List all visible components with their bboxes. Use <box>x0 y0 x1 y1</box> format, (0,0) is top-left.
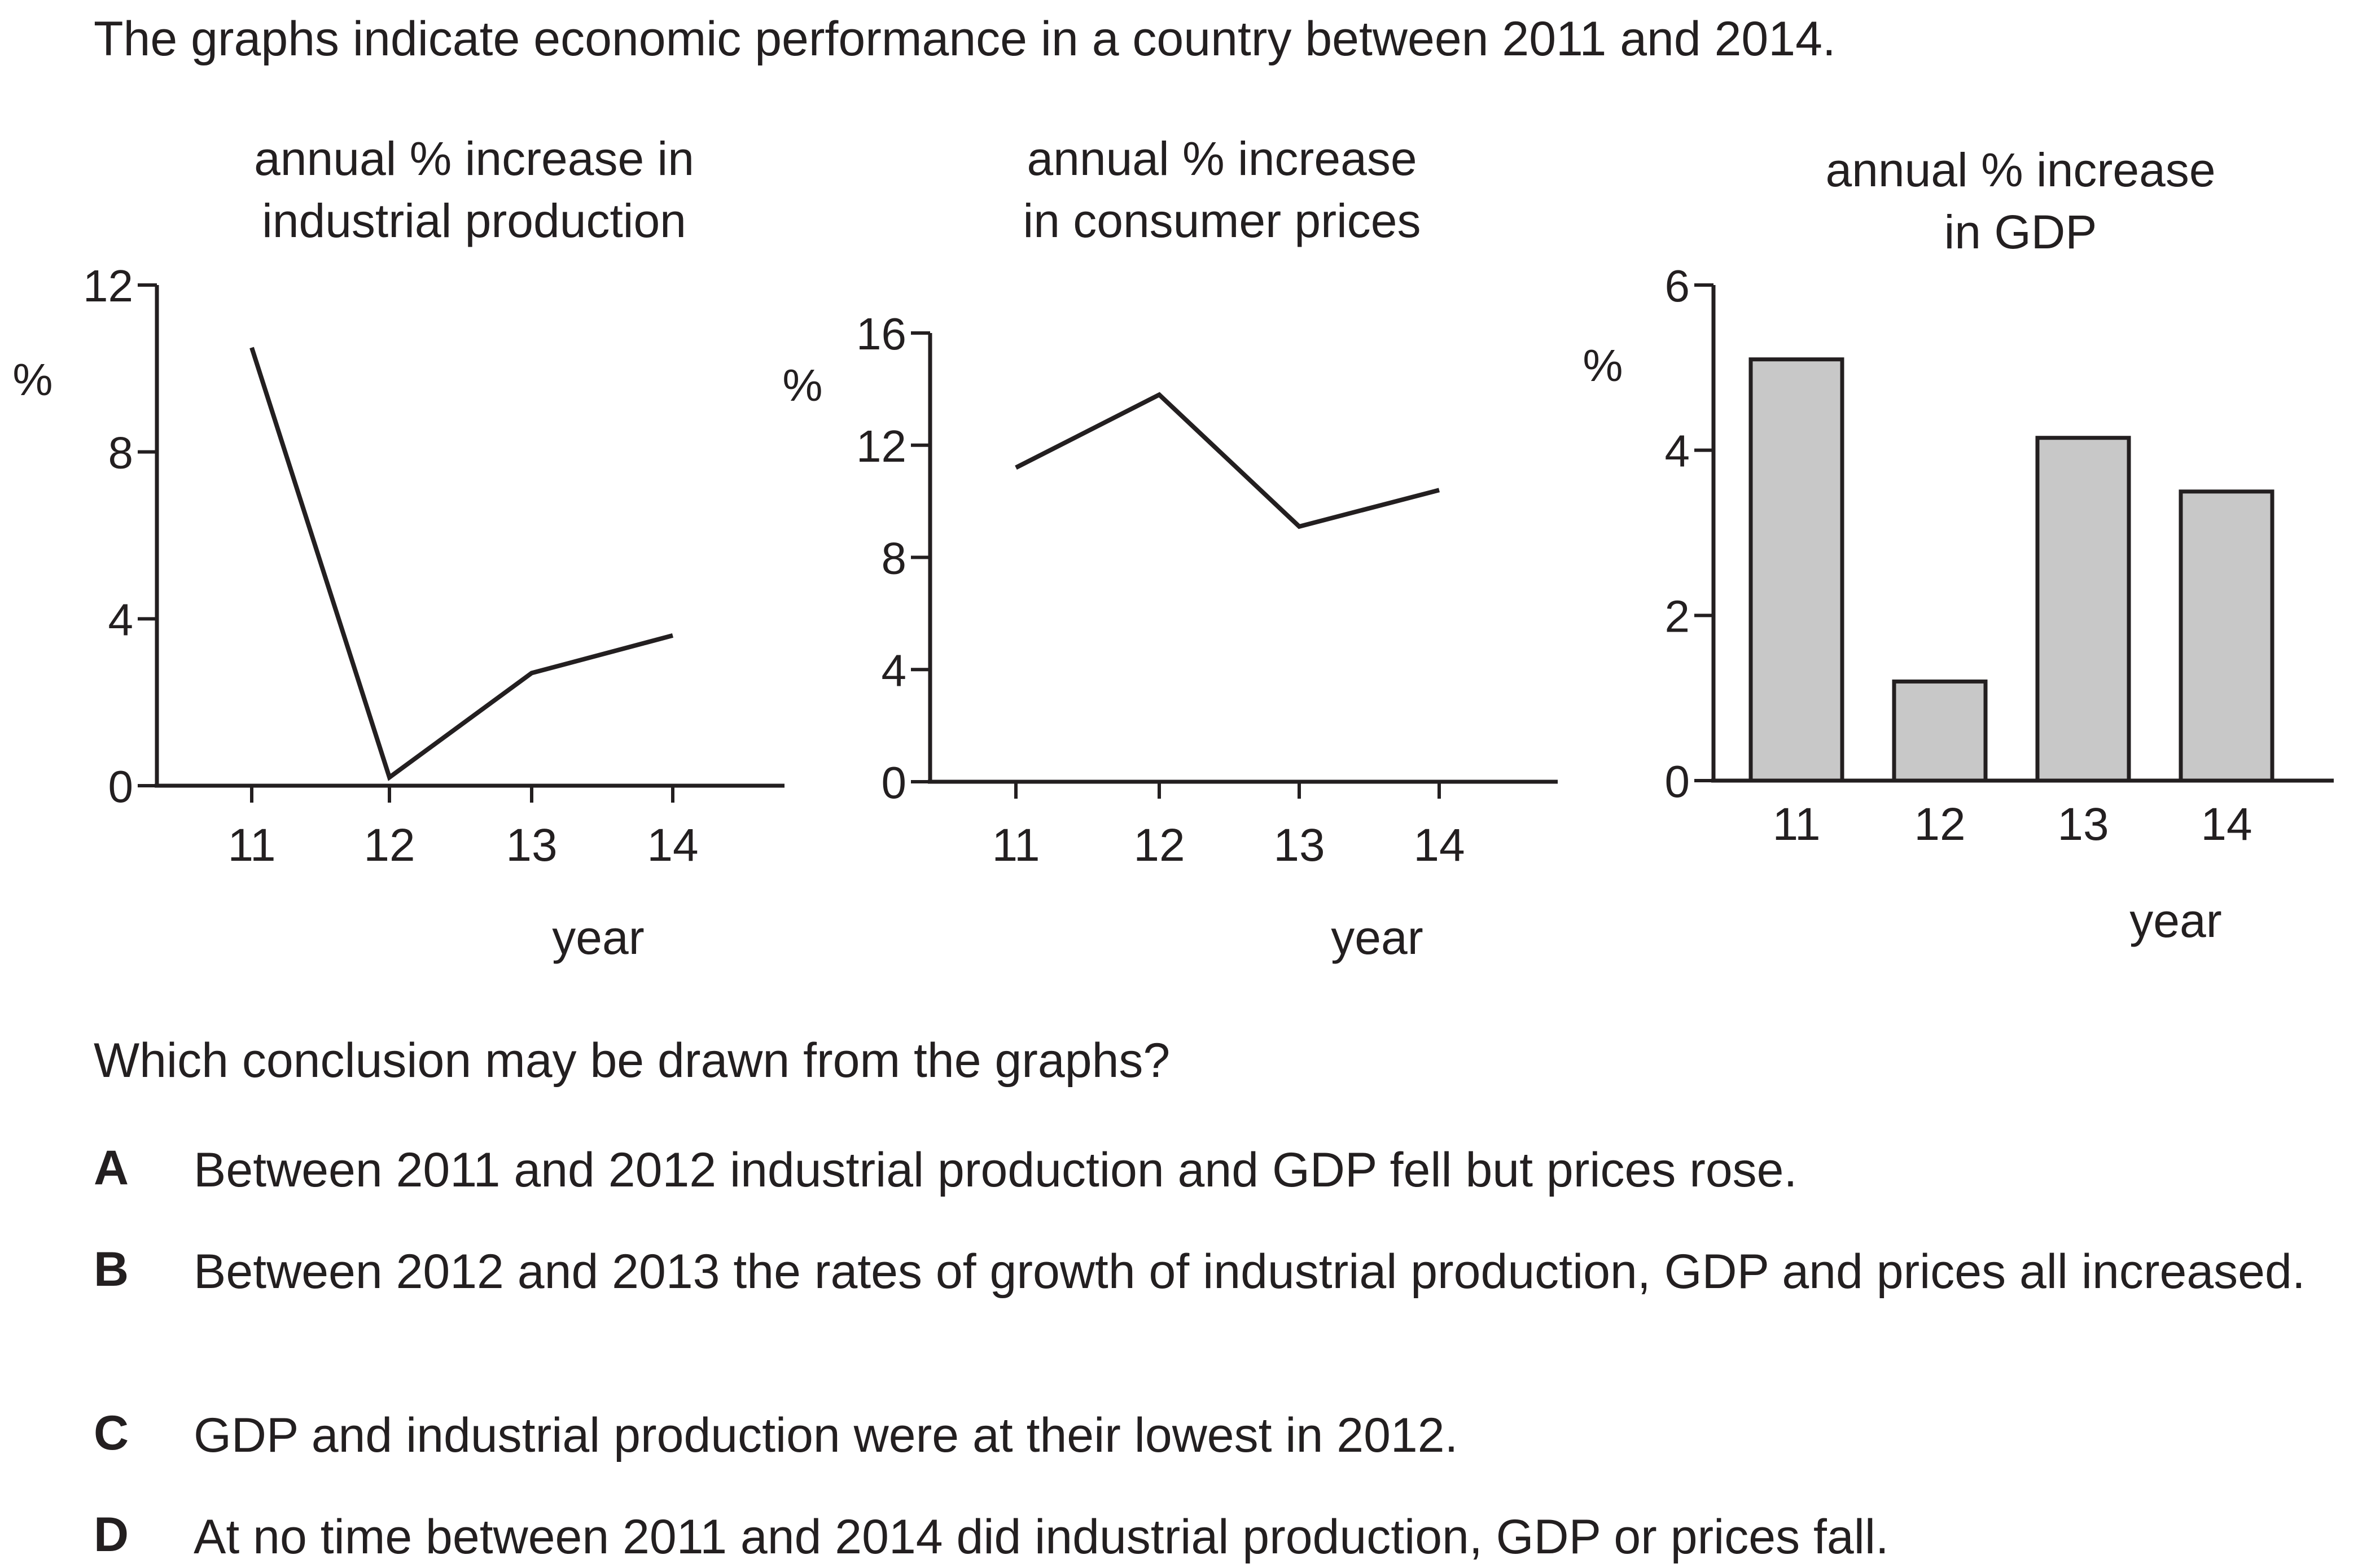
y-tick-label: 4 <box>882 645 907 695</box>
option-d-text: At no time between 2011 and 2014 did ind… <box>194 1507 2355 1568</box>
y-axis-label: % <box>782 360 822 410</box>
chart-title-line: annual % increase <box>1027 132 1417 185</box>
series-line <box>252 348 673 777</box>
y-tick-label: 0 <box>882 757 907 808</box>
y-tick-label: 16 <box>856 309 906 359</box>
x-tick-label: 14 <box>647 820 698 871</box>
gdp-bar <box>1894 681 1986 781</box>
x-tick-label: 12 <box>1914 799 1965 850</box>
chart-title-line: industrial production <box>262 194 686 247</box>
y-tick-label: 8 <box>108 428 134 478</box>
x-axis-label: year <box>2129 894 2221 947</box>
x-tick-label: 11 <box>227 820 275 871</box>
gdp-bar <box>2181 492 2272 781</box>
consumer-prices-chart: annual % increase in consumer prices% year… <box>782 132 1558 964</box>
y-tick-label: 6 <box>1665 261 1690 311</box>
option-a-text: Between 2011 and 2012 industrial product… <box>194 1140 2355 1201</box>
x-axis-label: year <box>1331 911 1423 964</box>
x-tick-label: 14 <box>1413 820 1465 871</box>
gdp-bar <box>1751 360 1842 781</box>
charts: annual % increase in industrial productio… <box>0 0 2371 1005</box>
gdp-chart: annual % increase in GDP% year 0 2 4 6 11 12 13 14 <box>1583 143 2334 947</box>
y-tick-label: 12 <box>83 261 133 311</box>
y-tick-label: 12 <box>856 421 906 471</box>
option-a-letter: A <box>94 1140 129 1196</box>
option-b-letter: B <box>94 1242 129 1298</box>
option-b-text: Between 2012 and 2013 the rates of growt… <box>194 1242 2355 1303</box>
y-axis-label: % <box>12 354 52 405</box>
option-c-letter: C <box>94 1405 129 1461</box>
question-text: Which conclusion may be drawn from the g… <box>94 1033 1170 1089</box>
y-tick-label: 2 <box>1665 591 1690 641</box>
series-line <box>1016 395 1439 527</box>
chart-title-line: in consumer prices <box>1023 194 1421 247</box>
gdp-bar <box>2037 438 2129 781</box>
chart-title-line: in GDP <box>1944 205 2097 259</box>
x-tick-label: 12 <box>1133 820 1185 871</box>
industrial-production-chart: annual % increase in industrial productio… <box>12 132 785 964</box>
y-tick-label: 4 <box>1665 426 1690 476</box>
x-axis-label: year <box>552 911 644 964</box>
x-tick-label: 14 <box>2201 799 2252 850</box>
y-tick-label: 0 <box>1665 756 1690 807</box>
y-tick-label: 8 <box>882 533 907 584</box>
y-tick-label: 4 <box>108 594 134 645</box>
chart-title-line: annual % increase <box>1825 143 2215 196</box>
chart-title-line: annual % increase in <box>254 132 694 185</box>
x-tick-label: 13 <box>2057 799 2109 850</box>
x-tick-label: 11 <box>1772 799 1820 850</box>
x-tick-label: 13 <box>1273 820 1325 871</box>
x-tick-label: 11 <box>992 820 1040 871</box>
y-tick-label: 0 <box>108 761 134 812</box>
y-axis-label: % <box>1583 340 1623 391</box>
x-tick-label: 12 <box>363 820 415 871</box>
option-c-text: GDP and industrial production were at th… <box>194 1405 2355 1466</box>
x-tick-label: 13 <box>506 820 557 871</box>
option-d-letter: D <box>94 1507 129 1563</box>
